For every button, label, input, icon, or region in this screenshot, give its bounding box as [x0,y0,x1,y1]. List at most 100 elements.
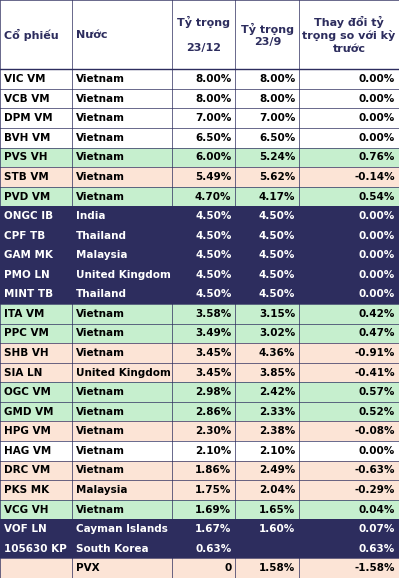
Text: 3.49%: 3.49% [195,328,231,339]
Text: 5.62%: 5.62% [259,172,295,182]
Text: 2.98%: 2.98% [195,387,231,397]
Text: 6.50%: 6.50% [259,133,295,143]
Bar [0,128,399,147]
Text: 3.15%: 3.15% [259,309,295,319]
Text: 5.24%: 5.24% [259,153,295,162]
Text: 105630 KP: 105630 KP [4,544,67,554]
Text: 8.00%: 8.00% [259,74,295,84]
Bar [0,89,399,109]
Text: SIA LN: SIA LN [4,368,42,377]
Text: PKS MK: PKS MK [4,485,49,495]
Text: 4.50%: 4.50% [195,250,231,260]
Text: 4.50%: 4.50% [259,231,295,240]
Bar [0,167,399,187]
Text: Cayman Islands: Cayman Islands [76,524,168,534]
Text: 0.52%: 0.52% [359,407,395,417]
Text: Vietnam: Vietnam [76,505,125,514]
Text: 1.69%: 1.69% [195,505,231,514]
Bar [0,519,399,539]
Text: 0.00%: 0.00% [359,113,395,123]
Bar [0,539,399,558]
Bar [0,441,399,461]
Text: 2.49%: 2.49% [259,465,295,475]
Text: 1.60%: 1.60% [259,524,295,534]
Text: 4.50%: 4.50% [195,231,231,240]
Text: -0.14%: -0.14% [354,172,395,182]
Text: 0.00%: 0.00% [359,74,395,84]
Text: BVH VM: BVH VM [4,133,50,143]
Text: 2.86%: 2.86% [195,407,231,417]
Text: Vietnam: Vietnam [76,133,125,143]
Bar [0,461,399,480]
Text: 1.75%: 1.75% [195,485,231,495]
Text: 4.50%: 4.50% [195,211,231,221]
Text: Thailand: Thailand [76,231,127,240]
Text: 0.00%: 0.00% [359,250,395,260]
Text: 6.50%: 6.50% [195,133,231,143]
Text: 1.67%: 1.67% [195,524,231,534]
Text: United Kingdom: United Kingdom [76,270,171,280]
Text: VCG VH: VCG VH [4,505,49,514]
Text: 0.47%: 0.47% [359,328,395,339]
Text: 4.50%: 4.50% [195,290,231,299]
Text: Vietnam: Vietnam [76,407,125,417]
Text: Vietnam: Vietnam [76,309,125,319]
Text: 0.00%: 0.00% [359,94,395,103]
Text: 3.45%: 3.45% [195,348,231,358]
Text: 3.58%: 3.58% [195,309,231,319]
Text: PVD VM: PVD VM [4,191,50,202]
Bar [0,284,399,304]
Text: DRC VM: DRC VM [4,465,50,475]
Text: Vietnam: Vietnam [76,74,125,84]
Text: 4.50%: 4.50% [259,250,295,260]
Text: South Korea: South Korea [76,544,148,554]
Text: Vietnam: Vietnam [76,328,125,339]
Bar [0,246,399,265]
Text: 6.00%: 6.00% [195,153,231,162]
Text: Thay đổi tỷ
trọng so với kỳ
trước: Thay đổi tỷ trọng so với kỳ trước [302,16,396,54]
Bar [0,421,399,441]
Text: 4.17%: 4.17% [259,191,295,202]
Text: Vietnam: Vietnam [76,427,125,436]
Text: Tỷ trọng
23/9: Tỷ trọng 23/9 [241,23,294,47]
Text: 3.45%: 3.45% [195,368,231,377]
Bar [0,226,399,246]
Text: 0.00%: 0.00% [359,133,395,143]
Text: Vietnam: Vietnam [76,348,125,358]
Text: VOF LN: VOF LN [4,524,47,534]
Text: Thailand: Thailand [76,290,127,299]
Text: Tỷ trọng

23/12: Tỷ trọng 23/12 [177,16,230,53]
Text: 0.63%: 0.63% [195,544,231,554]
Text: 4.50%: 4.50% [259,211,295,221]
Text: 0.54%: 0.54% [359,191,395,202]
Text: 0.04%: 0.04% [359,505,395,514]
Bar [0,343,399,363]
Text: 0.07%: 0.07% [359,524,395,534]
Text: 3.02%: 3.02% [259,328,295,339]
Text: 0: 0 [224,563,231,573]
Text: 0.00%: 0.00% [359,446,395,456]
Text: ONGC IB: ONGC IB [4,211,53,221]
Text: GMD VM: GMD VM [4,407,53,417]
Text: VCB VM: VCB VM [4,94,49,103]
Bar [0,69,399,89]
Text: VIC VM: VIC VM [4,74,45,84]
Text: 8.00%: 8.00% [195,74,231,84]
Bar [0,324,399,343]
Bar [0,0,399,69]
Text: 2.04%: 2.04% [259,485,295,495]
Text: 2.10%: 2.10% [259,446,295,456]
Text: Vietnam: Vietnam [76,94,125,103]
Text: -0.63%: -0.63% [354,465,395,475]
Text: SHB VH: SHB VH [4,348,49,358]
Text: Vietnam: Vietnam [76,465,125,475]
Text: HAG VM: HAG VM [4,446,51,456]
Text: Malaysia: Malaysia [76,250,127,260]
Text: 5.49%: 5.49% [195,172,231,182]
Text: Vietnam: Vietnam [76,387,125,397]
Text: 7.00%: 7.00% [195,113,231,123]
Text: 1.65%: 1.65% [259,505,295,514]
Text: Vietnam: Vietnam [76,113,125,123]
Text: Vietnam: Vietnam [76,446,125,456]
Bar [0,363,399,383]
